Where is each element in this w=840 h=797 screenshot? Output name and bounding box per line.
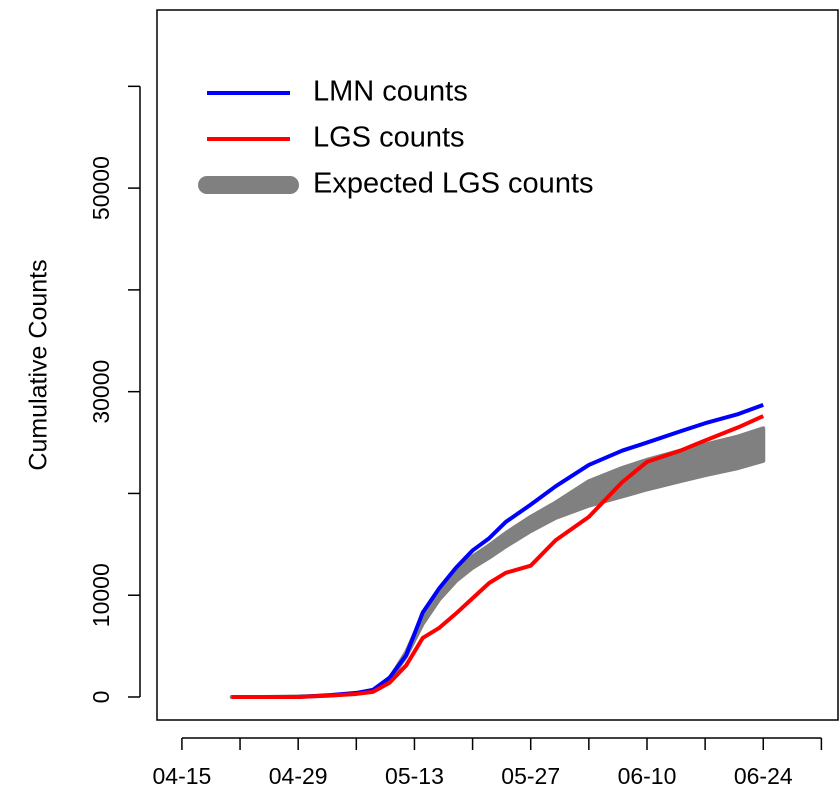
y-axis-label: Cumulative Counts xyxy=(25,259,53,470)
x-tick-label: 05-13 xyxy=(385,763,444,789)
x-tick-label: 04-15 xyxy=(153,763,212,789)
y-tick-label: 0 xyxy=(88,691,114,704)
legend-label: Expected LGS counts xyxy=(313,168,594,200)
expected-band xyxy=(229,426,766,699)
y-tick-label: 30000 xyxy=(88,360,114,424)
legend-label: LGS counts xyxy=(313,122,465,154)
plot-frame xyxy=(156,9,839,721)
x-tick-label: 06-24 xyxy=(734,763,793,789)
x-tick-label: 06-10 xyxy=(618,763,677,789)
y-tick-label: 50000 xyxy=(88,156,114,220)
x-tick-label: 04-29 xyxy=(269,763,328,789)
legend-label: LMN counts xyxy=(313,76,468,108)
y-tick-label: 10000 xyxy=(88,563,114,627)
series-line xyxy=(231,414,765,699)
x-tick-label: 05-27 xyxy=(501,763,560,789)
